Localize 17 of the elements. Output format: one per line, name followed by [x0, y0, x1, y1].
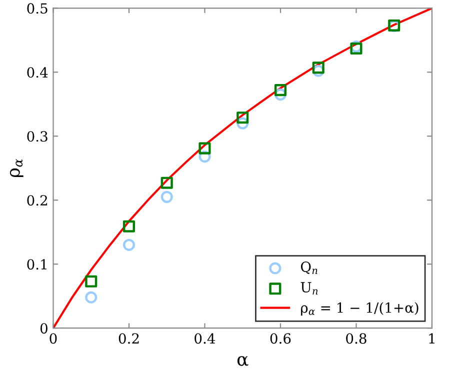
y-tick-label: 0.1 [27, 259, 46, 270]
x-tick-label: 0.6 [270, 333, 291, 344]
x-tick-label: 1 [429, 333, 434, 344]
x-tick-label: 0 [50, 333, 57, 344]
y-tick-label: 0.4 [27, 67, 48, 78]
y-tick-label: 0.3 [27, 131, 48, 142]
x-tick-label: 0.2 [118, 333, 139, 344]
legend-label: ρ$_{α}$ = 1 − 1/(1+α) [301, 302, 418, 316]
y-tick-label: 0.5 [27, 3, 48, 14]
x-tick-label: 0.8 [346, 333, 366, 344]
x-axis-title: α [237, 356, 248, 366]
y-axis-title: ρ$_{α}$ [10, 159, 24, 177]
y-tick-label: 0 [40, 323, 48, 334]
y-tick-label: 0.2 [27, 195, 48, 206]
legend-label: Q$_{n}$ [300, 261, 318, 274]
x-tick-label: 0.4 [194, 333, 216, 344]
legend-label: U$_{n}$ [300, 282, 318, 294]
